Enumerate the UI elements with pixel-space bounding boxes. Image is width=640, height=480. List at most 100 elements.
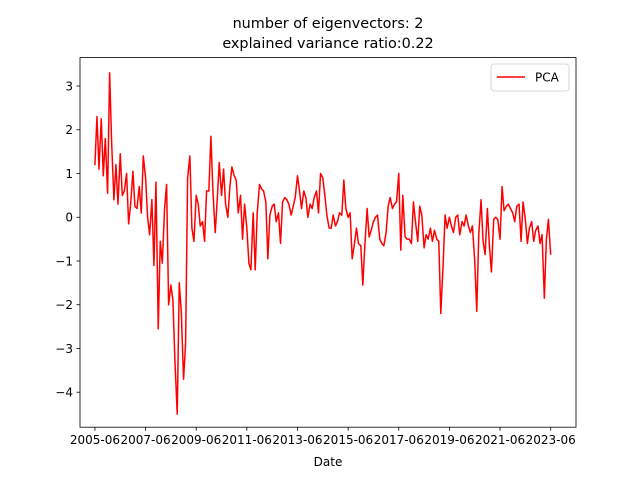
x-tick-label: 2023-06 xyxy=(526,433,576,447)
data-point xyxy=(533,241,534,242)
data-point xyxy=(426,234,427,235)
data-point xyxy=(413,201,414,202)
data-point xyxy=(495,217,496,218)
data-point xyxy=(206,190,207,191)
data-point xyxy=(358,243,359,244)
data-point xyxy=(360,245,361,246)
data-point xyxy=(514,221,515,222)
data-point xyxy=(331,228,332,229)
data-point xyxy=(535,230,536,231)
data-point xyxy=(466,214,467,215)
data-point xyxy=(423,247,424,248)
data-point xyxy=(474,260,475,261)
data-point xyxy=(128,223,129,224)
data-point xyxy=(402,195,403,196)
data-point xyxy=(520,241,521,242)
data-point xyxy=(280,243,281,244)
data-point xyxy=(354,243,355,244)
data-point xyxy=(550,254,551,255)
data-point xyxy=(307,217,308,218)
data-point xyxy=(337,221,338,222)
data-point xyxy=(238,212,239,213)
data-point xyxy=(417,241,418,242)
data-point xyxy=(181,311,182,312)
data-point xyxy=(276,221,277,222)
data-point xyxy=(529,228,530,229)
data-point xyxy=(259,184,260,185)
legend: PCA xyxy=(491,64,569,91)
data-point xyxy=(544,298,545,299)
data-point xyxy=(411,243,412,244)
data-point xyxy=(485,254,486,255)
data-point xyxy=(196,195,197,196)
data-point xyxy=(185,343,186,344)
data-point xyxy=(94,164,95,165)
data-point xyxy=(212,190,213,191)
data-point xyxy=(383,245,384,246)
data-point xyxy=(415,221,416,222)
data-point xyxy=(225,204,226,205)
data-point xyxy=(468,225,469,226)
data-point xyxy=(451,225,452,226)
data-point xyxy=(436,239,437,240)
data-point xyxy=(96,116,97,117)
data-point xyxy=(105,138,106,139)
data-point xyxy=(255,269,256,270)
data-point xyxy=(113,199,114,200)
data-point xyxy=(510,208,511,209)
data-point xyxy=(518,204,519,205)
data-point xyxy=(386,232,387,233)
data-point xyxy=(459,234,460,235)
data-point xyxy=(168,304,169,305)
data-point xyxy=(261,188,262,189)
data-point xyxy=(130,204,131,205)
data-point xyxy=(364,245,365,246)
data-point xyxy=(339,212,340,213)
data-point xyxy=(234,175,235,176)
data-point xyxy=(122,195,123,196)
data-point xyxy=(371,230,372,231)
data-point xyxy=(373,221,374,222)
data-point xyxy=(491,271,492,272)
data-point xyxy=(219,162,220,163)
data-point xyxy=(421,214,422,215)
data-point xyxy=(333,214,334,215)
data-point xyxy=(522,201,523,202)
data-point xyxy=(145,177,146,178)
data-point xyxy=(305,197,306,198)
data-point xyxy=(134,206,135,207)
data-point xyxy=(153,265,154,266)
data-point xyxy=(162,263,163,264)
data-point xyxy=(120,153,121,154)
data-point xyxy=(286,199,287,200)
data-point xyxy=(189,155,190,156)
data-point xyxy=(132,171,133,172)
data-point xyxy=(442,265,443,266)
data-point xyxy=(179,282,180,283)
data-point xyxy=(489,245,490,246)
data-point xyxy=(250,269,251,270)
chart-title-line-1: number of eigenvectors: 2 xyxy=(233,16,424,32)
data-point xyxy=(229,186,230,187)
y-tick-label: −4 xyxy=(55,386,73,400)
data-point xyxy=(470,232,471,233)
data-point xyxy=(164,208,165,209)
data-point xyxy=(457,214,458,215)
data-point xyxy=(272,206,273,207)
data-point xyxy=(392,208,393,209)
data-point xyxy=(438,241,439,242)
data-point xyxy=(388,206,389,207)
data-point xyxy=(440,313,441,314)
data-point xyxy=(352,258,353,259)
data-point xyxy=(381,243,382,244)
data-point xyxy=(284,197,285,198)
data-point xyxy=(109,72,110,73)
data-point xyxy=(537,225,538,226)
data-point xyxy=(227,217,228,218)
data-point xyxy=(244,204,245,205)
data-point xyxy=(293,206,294,207)
data-point xyxy=(204,241,205,242)
data-point xyxy=(390,197,391,198)
data-point xyxy=(369,236,370,237)
data-point xyxy=(499,239,500,240)
